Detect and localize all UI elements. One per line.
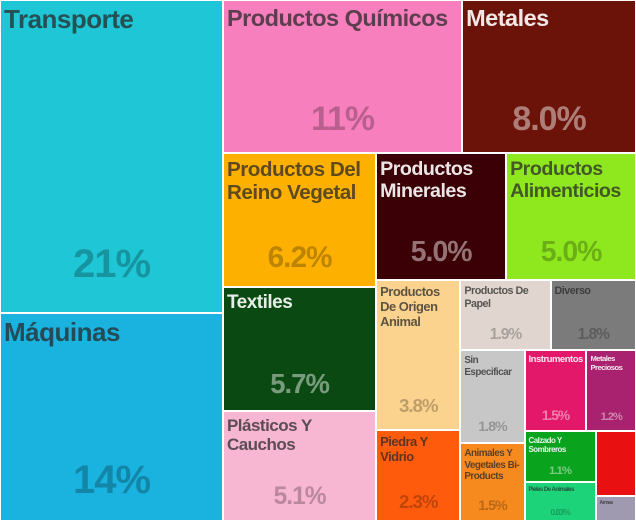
treemap-cell: Calzado Y Sombreros 1.1% xyxy=(524,430,596,483)
cell-value: 14% xyxy=(72,458,151,503)
cell-value: 5.0% xyxy=(540,236,603,269)
treemap-cell: Productos De Papel 1.9% xyxy=(460,280,551,351)
treemap-cell: Productos Químicos 11% xyxy=(222,0,463,153)
cell-name: Máquinas xyxy=(4,316,120,347)
treemap-cell: Textiles 5.7% xyxy=(222,287,377,411)
treemap-cell: Metales Preciosos 1.2% xyxy=(586,350,636,431)
cell-value: 5.1% xyxy=(273,483,327,511)
treemap-cell: Instrumentos 1.5% xyxy=(524,350,587,431)
cell-value: 1.2% xyxy=(600,411,623,424)
cell-name: Piedra Y Vidrio xyxy=(380,434,428,465)
treemap-cell: Productos Minerales 5.0% xyxy=(376,152,507,281)
treemap-cell: Productos Alimenticios 5.0% xyxy=(506,152,636,281)
treemap-cell: Piedra Y Vidrio 2.3% xyxy=(376,430,461,521)
treemap-cell: Animales Y Vegetales Bi-Products 1.5% xyxy=(460,443,525,521)
cell-name: Calzado Y Sombreros xyxy=(528,435,567,454)
cell-name: Metales xyxy=(466,5,549,31)
cell-value: 1.1% xyxy=(549,465,572,478)
cell-name: Productos Minerales xyxy=(380,157,473,203)
cell-name: Textiles xyxy=(226,292,293,314)
cell-name: Sin Especificar xyxy=(464,355,512,378)
cell-name: Productos De Origen Animal xyxy=(380,284,440,330)
treemap-cell xyxy=(595,430,636,497)
cell-name: Pieles De Animales xyxy=(528,487,575,494)
treemap-cell: Productos Del Reino Vegetal 6.2% xyxy=(222,152,377,287)
treemap-cell: Pieles De Animales 0.83% xyxy=(524,482,596,521)
cell-value: 1.9% xyxy=(489,325,522,343)
cell-name: Productos Del Reino Vegetal xyxy=(226,157,361,205)
treemap-cell: Plásticos Y Cauchos 5.1% xyxy=(222,410,377,521)
treemap-cell: Máquinas 14% xyxy=(0,312,223,521)
cell-value: 5.7% xyxy=(270,367,330,399)
cell-value: 0.83% xyxy=(550,506,570,517)
cell-name: Plásticos Y Cauchos xyxy=(226,415,312,455)
cell-value: 1.8% xyxy=(577,325,610,343)
cell-value: 21% xyxy=(72,241,151,286)
cell-name: Animales Y Vegetales Bi-Products xyxy=(464,448,520,483)
cell-name: Armas xyxy=(599,500,614,507)
cell-name: Productos Químicos xyxy=(226,5,448,31)
cell-value: 3.8% xyxy=(398,395,439,417)
cell-value: 6.2% xyxy=(267,241,333,275)
cell-value: 2.3% xyxy=(398,490,439,512)
treemap-cell: Productos De Origen Animal 3.8% xyxy=(376,280,461,431)
cell-name: Metales Preciosos xyxy=(590,354,623,373)
treemap-cell: Armas xyxy=(595,496,636,521)
cell-value: 1.5% xyxy=(541,408,570,424)
cell-value: 1.5% xyxy=(478,497,507,514)
cell-name: Instrumentos xyxy=(528,354,584,366)
treemap-cell: Transporte 21% xyxy=(0,0,223,313)
cell-name: Productos Alimenticios xyxy=(510,157,621,203)
cell-value: 1.8% xyxy=(478,418,507,435)
treemap-cell: Sin Especificar 1.8% xyxy=(460,350,525,444)
cell-name: Transporte xyxy=(4,4,134,34)
treemap-cell: Diverso 1.8% xyxy=(550,280,636,351)
cell-value: 11% xyxy=(311,100,375,139)
treemap-cell: Metales 8.0% xyxy=(462,0,636,153)
cell-value: 8.0% xyxy=(512,100,586,139)
cell-value: 5.0% xyxy=(410,236,473,269)
cell-name: Productos De Papel xyxy=(464,285,529,310)
cell-name: Diverso xyxy=(554,285,591,298)
